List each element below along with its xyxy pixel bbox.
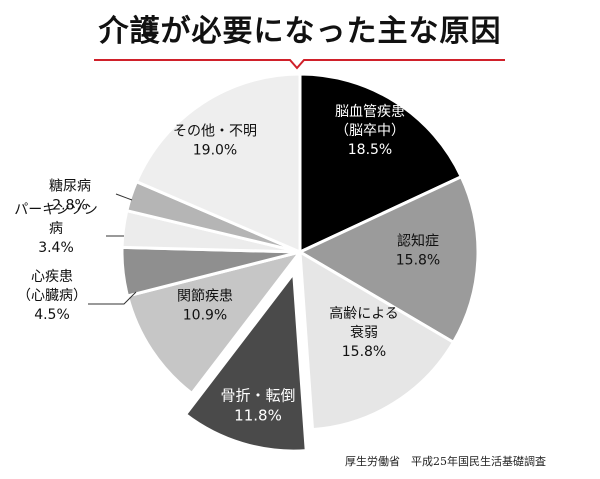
leader-line-8 bbox=[115, 193, 133, 201]
pie-slice-9 bbox=[134, 72, 302, 255]
slice-value-label-6: 4.5% bbox=[34, 307, 70, 323]
slice-name-label-3: 衰弱 bbox=[350, 324, 378, 341]
pie-slice-1 bbox=[298, 72, 464, 255]
slice-value-label-8: 2.8% bbox=[52, 197, 88, 213]
slice-value-label-4: 11.8% bbox=[234, 406, 282, 424]
slice-value-label-7: 3.4% bbox=[38, 240, 74, 256]
slice-name-label-4: 骨折・転倒 bbox=[220, 386, 295, 404]
slice-name-label-8: 糖尿病 bbox=[49, 178, 91, 194]
slice-name-label-6: （心臓病） bbox=[17, 288, 87, 304]
slice-name-label-2: 認知症 bbox=[397, 232, 439, 249]
slice-name-label-7: 病 bbox=[49, 221, 63, 237]
slice-name-label-3: 高齢による bbox=[329, 305, 399, 322]
chart-title: 介護が必要になった主な原因 bbox=[98, 14, 502, 49]
slice-name-label-5: 関節疾患 bbox=[177, 287, 233, 304]
slice-value-label-9: 19.0% bbox=[193, 142, 237, 158]
slice-name-label-7: パーキンソン bbox=[14, 202, 98, 218]
pie-slice-4 bbox=[183, 269, 308, 453]
pie-slice-2 bbox=[296, 174, 480, 345]
leader-line-6 bbox=[88, 291, 137, 305]
slice-name-label-1: 脳血管疾患 bbox=[335, 104, 405, 120]
slice-value-label-1: 18.5% bbox=[348, 142, 392, 158]
title-underline bbox=[94, 59, 505, 70]
slice-value-label-2: 15.8% bbox=[396, 252, 440, 268]
pie-slice-3 bbox=[298, 249, 456, 432]
slice-name-label-6: 心疾患 bbox=[31, 269, 73, 285]
pie-slice-5 bbox=[125, 249, 304, 396]
slice-name-label-9: その他・不明 bbox=[173, 123, 257, 139]
leader-lines bbox=[88, 193, 137, 305]
slice-value-label-5: 10.9% bbox=[183, 307, 227, 323]
slice-name-label-1: （脳卒中） bbox=[335, 123, 405, 139]
source-note: 厚生労働省 平成25年国民生活基礎調査 bbox=[345, 455, 546, 468]
slice-value-label-3: 15.8% bbox=[342, 344, 386, 360]
pie-slices bbox=[120, 72, 480, 453]
